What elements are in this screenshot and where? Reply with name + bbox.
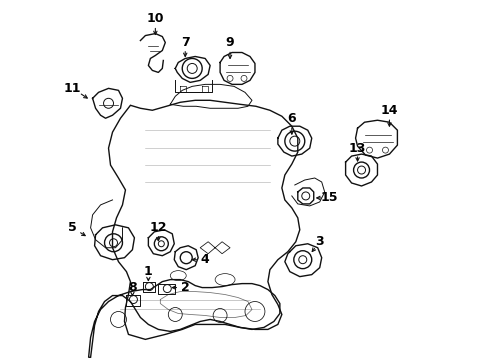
Text: 13: 13 bbox=[349, 141, 366, 155]
Text: 5: 5 bbox=[68, 221, 77, 234]
Text: 9: 9 bbox=[226, 36, 234, 49]
Text: 7: 7 bbox=[181, 36, 190, 49]
Text: 4: 4 bbox=[201, 253, 210, 266]
Text: 12: 12 bbox=[149, 221, 167, 234]
Text: 8: 8 bbox=[128, 281, 137, 294]
Text: 3: 3 bbox=[316, 235, 324, 248]
Text: 14: 14 bbox=[381, 104, 398, 117]
Text: 1: 1 bbox=[144, 265, 153, 278]
Text: 6: 6 bbox=[288, 112, 296, 125]
Text: 2: 2 bbox=[181, 281, 190, 294]
Text: 15: 15 bbox=[321, 192, 339, 204]
Text: 11: 11 bbox=[64, 82, 81, 95]
Text: 10: 10 bbox=[147, 12, 164, 25]
